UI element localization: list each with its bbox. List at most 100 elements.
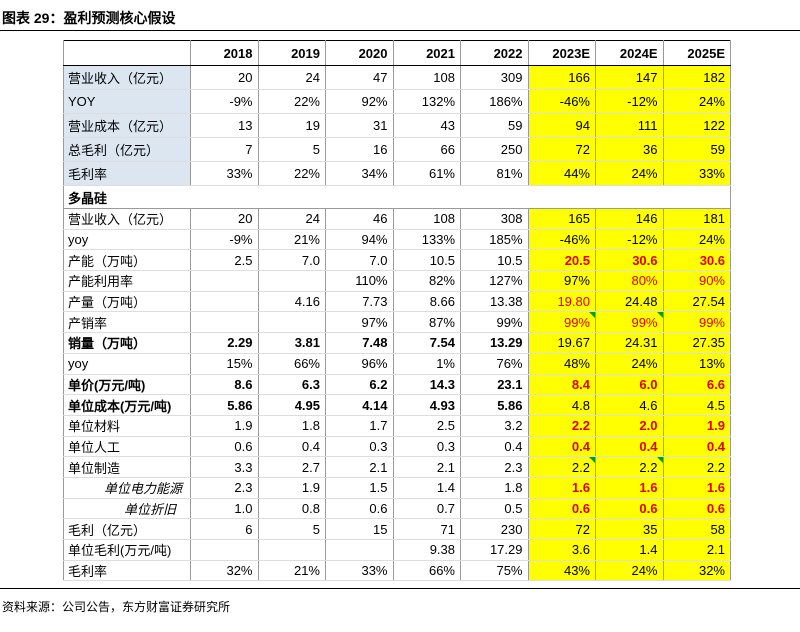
- cell-value: 30.6: [595, 249, 664, 272]
- cell-value: 99%: [662, 311, 731, 334]
- cell-value: 94%: [325, 229, 394, 251]
- figure-title: 图表 29：盈利预测核心假设: [2, 10, 176, 26]
- cell-value: 20.5: [527, 249, 596, 272]
- cell-value: 2.1: [392, 456, 461, 478]
- cell-value: 24: [257, 208, 326, 230]
- cell-value: 110%: [325, 270, 394, 292]
- cell-value: 1.9: [190, 415, 259, 437]
- row-label: 单位材料: [63, 415, 191, 437]
- cell-value: 8.6: [190, 374, 259, 396]
- cell-value: [257, 539, 326, 561]
- cell-value: 13%: [662, 353, 731, 375]
- cell-value: 32%: [190, 560, 259, 582]
- cell-value: 1.9: [257, 477, 326, 499]
- cell-value: 2.1: [662, 539, 731, 561]
- cell-value: -9%: [190, 89, 259, 114]
- cell-value: 166: [527, 65, 596, 90]
- cell-value: 250: [460, 137, 529, 162]
- cell-value: 1.4: [392, 477, 461, 499]
- row-label: 总毛利（亿元）: [63, 137, 191, 162]
- cell-value: 36: [595, 137, 664, 162]
- section-label: 多晶硅: [63, 185, 731, 209]
- cell-value: 4.6: [595, 394, 664, 416]
- column-header: 2018: [190, 40, 259, 66]
- cell-value: 72: [527, 137, 596, 162]
- cell-value: 185%: [460, 229, 529, 251]
- cell-value: 0.3: [392, 436, 461, 458]
- cell-value: 33%: [190, 161, 259, 186]
- cell-value: 1.6: [662, 477, 731, 499]
- cell-value: [190, 270, 259, 292]
- table-row: 营业成本（亿元） 13 19 31 43 59 94 111 122: [63, 113, 731, 138]
- cell-value: 24%: [595, 161, 664, 186]
- cell-value: 1%: [392, 353, 461, 375]
- cell-value: 0.6: [595, 498, 664, 520]
- cell-value: 32%: [662, 560, 731, 582]
- cell-value: 27.35: [662, 332, 731, 354]
- cell-value: 3.81: [257, 332, 326, 354]
- cell-value: 44%: [527, 161, 596, 186]
- cell-value: 1.6: [527, 477, 596, 499]
- cell-value: 309: [460, 65, 529, 90]
- cell-value: 2.0: [595, 415, 664, 437]
- row-label: 单位成本(万元/吨): [63, 394, 191, 416]
- cell-value: 0.7: [392, 498, 461, 520]
- row-label: 单价(万元/吨): [63, 374, 191, 396]
- cell-value: 133%: [392, 229, 461, 251]
- cell-value: 2.1: [325, 456, 394, 478]
- cell-value: [190, 539, 259, 561]
- table-row: 总毛利（亿元） 7 5 16 66 250 72 36 59: [63, 137, 731, 162]
- table-row: yoy 15% 66% 96% 1% 76% 48% 24% 13%: [63, 353, 731, 375]
- cell-value: 1.5: [325, 477, 394, 499]
- cell-value: 5.86: [460, 394, 529, 416]
- cell-value: 58: [662, 518, 731, 540]
- column-header: 2021: [392, 40, 461, 66]
- cell-value: 0.4: [662, 436, 731, 458]
- table-row: 产量（万吨） 4.16 7.73 8.66 13.38 19.80 24.48 27.54: [63, 291, 731, 313]
- cell-value: 0.6: [527, 498, 596, 520]
- cell-value: 20: [190, 65, 259, 90]
- cell-value: 21%: [257, 560, 326, 582]
- source-rule: [0, 588, 800, 589]
- cell-value: 0.6: [190, 436, 259, 458]
- cell-value: 4.95: [257, 394, 326, 416]
- cell-value: 24.31: [595, 332, 664, 354]
- row-label: 产销率: [63, 311, 191, 334]
- cell-value: 147: [595, 65, 664, 90]
- table-row: 单价(万元/吨) 8.6 6.3 6.2 14.3 23.1 8.4 6.0 6.6: [63, 374, 731, 396]
- cell-value: 1.8: [257, 415, 326, 437]
- cell-value: [190, 311, 259, 334]
- cell-value: 0.4: [527, 436, 596, 458]
- row-label: 营业收入（亿元）: [63, 208, 191, 230]
- table-row: 毛利率 33% 22% 34% 61% 81% 44% 24% 33%: [63, 161, 731, 186]
- cell-value: [257, 311, 326, 334]
- table-row: 产能利用率 110% 82% 127% 97% 80% 90%: [63, 270, 731, 292]
- cell-value: 2.2: [662, 456, 731, 478]
- cell-value: 1.6: [595, 477, 664, 499]
- cell-value: -12%: [595, 229, 664, 251]
- cell-value: 2.5: [190, 249, 259, 272]
- cell-value: 99%: [595, 311, 664, 334]
- cell-value: 6.6: [662, 374, 731, 396]
- cell-value: 66: [392, 137, 461, 162]
- cell-value: 7.0: [325, 249, 394, 272]
- cell-value: 2.29: [190, 332, 259, 354]
- table-row: 毛利率 32% 21% 33% 66% 75% 43% 24% 32%: [63, 560, 731, 582]
- cell-value: 24%: [662, 229, 731, 251]
- row-label: 单位电力能源: [63, 477, 191, 499]
- cell-value: 10.5: [460, 249, 529, 272]
- row-label: 产能利用率: [63, 270, 191, 292]
- row-label: 营业成本（亿元）: [63, 113, 191, 138]
- cell-value: 24%: [595, 560, 664, 582]
- cell-value: 5: [257, 518, 326, 540]
- forecast-table: 2018 2019 2020 2021 2022 2023E 2024E 2025E 营业收入…: [63, 40, 731, 582]
- table-row: 单位制造 3.3 2.7 2.1 2.1 2.3 2.2 2.2 2.2: [63, 456, 731, 478]
- cell-value: 7.54: [392, 332, 461, 354]
- cell-value: 182: [662, 65, 731, 90]
- cell-value: 7: [190, 137, 259, 162]
- cell-value: 92%: [325, 89, 394, 114]
- row-label: 单位毛利(万元/吨): [63, 539, 191, 561]
- cell-value: [257, 270, 326, 292]
- cell-value: 19.67: [527, 332, 596, 354]
